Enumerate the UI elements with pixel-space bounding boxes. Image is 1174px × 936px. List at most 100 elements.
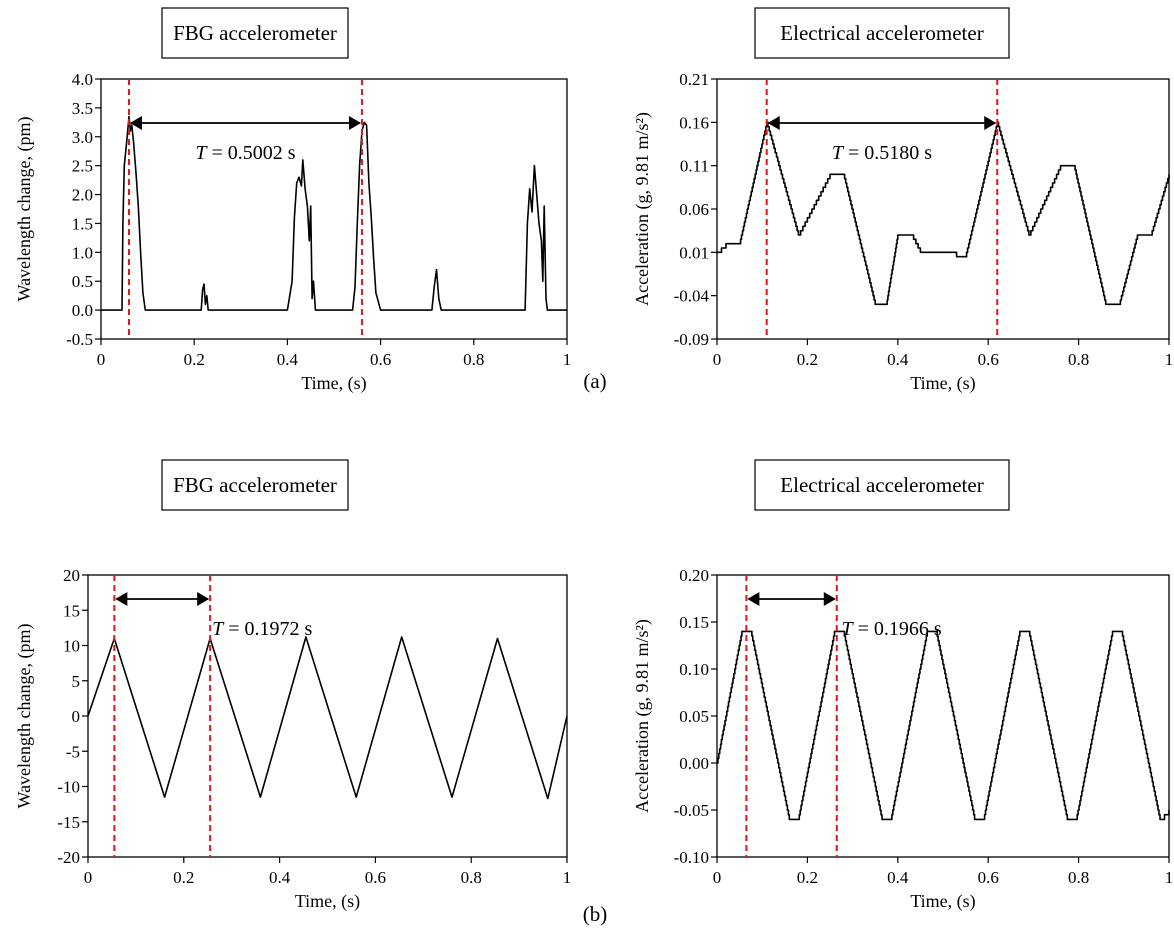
y-tick-label: -15 — [57, 813, 80, 832]
x-tick-label: 0.2 — [797, 868, 818, 887]
y-tick-label: 0.5 — [72, 272, 93, 291]
period-symbol: T — [212, 618, 225, 640]
y-axis-label: Wavelength change, (pm) — [14, 624, 35, 809]
x-tick-label: 1 — [1165, 350, 1174, 369]
period-value: = 0.1972 s — [223, 618, 312, 640]
x-tick-label: 0.4 — [887, 868, 909, 887]
plot-area-frame — [87, 574, 568, 858]
plot-area-frame — [716, 574, 1170, 858]
x-tick-label: 0 — [713, 868, 722, 887]
x-tick-label: 0 — [713, 350, 722, 369]
data-series-line — [717, 121, 1170, 306]
period-annotation: T = 0.1966 s — [841, 618, 941, 640]
y-tick-label: -0.04 — [674, 287, 710, 306]
y-tick-label: 0.05 — [679, 707, 709, 726]
y-tick-label: 20 — [63, 566, 80, 585]
period-value: = 0.5180 s — [843, 142, 932, 164]
chart-title-box — [754, 459, 1010, 511]
y-tick-label: 0.06 — [679, 200, 709, 219]
period-arrowhead-right — [348, 116, 361, 130]
y-tick-label: 15 — [63, 601, 80, 620]
x-tick-label: 0.4 — [277, 350, 299, 369]
period-value: = 0.5002 s — [206, 142, 295, 164]
chart-panel-1: FBG accelerometer -0.5 0.0 0.5 1.0 1.5 2.0 2.5 3… — [14, 7, 572, 394]
period-arrowhead-left — [129, 116, 142, 130]
x-tick-label: 1 — [563, 350, 572, 369]
period-value: = 0.1966 s — [853, 618, 942, 640]
x-tick-label: 0 — [97, 350, 106, 369]
period-symbol: T — [195, 142, 208, 164]
chart-title-box — [161, 7, 349, 59]
y-tick-label: 0.16 — [679, 113, 709, 132]
x-tick-label: 1 — [563, 868, 572, 887]
y-tick-label: 3.0 — [72, 128, 93, 147]
part-label-b: (b) — [583, 902, 608, 926]
y-tick-label: 0.10 — [679, 660, 709, 679]
data-series-line — [717, 630, 1170, 821]
period-arrowhead-left — [747, 592, 760, 606]
chart-panel-3: FBG accelerometer -20 -15 -10 -5 0 5 10 15 20 0 0.2… — [14, 459, 572, 912]
chart-panels: FBG accelerometer -0.5 0.0 0.5 1.0 1.5 2.0 2.5 3… — [14, 7, 1174, 912]
x-tick-label: 0.8 — [463, 350, 484, 369]
x-tick-label: 0 — [84, 868, 93, 887]
chart-title: FBG accelerometer — [173, 21, 337, 45]
y-tick-label: 0.21 — [679, 70, 709, 89]
period-arrowhead-left — [115, 592, 128, 606]
x-tick-label: 0.8 — [1068, 868, 1089, 887]
y-tick-label: 1.5 — [72, 214, 93, 233]
chart-title-box — [754, 7, 1010, 59]
x-tick-label: 0.2 — [797, 350, 818, 369]
x-tick-label: 0.6 — [365, 868, 386, 887]
y-tick-label: 0.01 — [679, 243, 709, 262]
period-symbol: T — [832, 142, 845, 164]
y-tick-label: 10 — [63, 637, 80, 656]
x-tick-label: 0.6 — [978, 350, 999, 369]
y-axis-label: Acceleration (g, 9.81 m/s²) — [632, 619, 653, 813]
y-tick-label: -20 — [57, 848, 80, 867]
y-tick-label: 4.0 — [72, 70, 93, 89]
x-tick-label: 0.4 — [887, 350, 909, 369]
chart-title: FBG accelerometer — [173, 473, 337, 497]
y-axis-label: Acceleration (g, 9.81 m/s²) — [632, 112, 653, 306]
y-tick-label: 0.20 — [679, 566, 709, 585]
y-tick-label: 0.15 — [679, 613, 709, 632]
y-tick-label: -5 — [66, 742, 80, 761]
period-symbol: T — [841, 618, 854, 640]
chart-title: Electrical accelerometer — [780, 473, 983, 497]
y-tick-label: -0.5 — [66, 330, 93, 349]
x-tick-label: 1 — [1165, 868, 1174, 887]
y-tick-label: -0.05 — [674, 801, 709, 820]
x-tick-label: 0.6 — [978, 868, 999, 887]
y-tick-label: -10 — [57, 778, 80, 797]
y-tick-label: 0 — [72, 707, 81, 726]
y-axis-label: Wavelength change, (pm) — [14, 117, 35, 302]
chart-panel-2: Electrical accelerometer -0.09 -0.04 0.01 0.… — [632, 7, 1174, 394]
y-tick-label: 3.5 — [72, 99, 93, 118]
y-tick-label: 2.5 — [72, 157, 93, 176]
x-tick-label: 0.8 — [1068, 350, 1089, 369]
chart-panel-4: Electrical accelerometer -0.10 -0.05 0.00 0.… — [632, 459, 1174, 912]
period-arrowhead-right — [197, 592, 210, 606]
plot-area-frame — [100, 78, 568, 340]
x-axis-label: Time, (s) — [910, 891, 975, 912]
chart-title-box — [161, 459, 349, 511]
period-annotation: T = 0.5002 s — [195, 142, 295, 164]
x-axis-label: Time, (s) — [295, 891, 360, 912]
plot-area-frame — [716, 78, 1170, 340]
x-tick-label: 0.4 — [269, 868, 291, 887]
period-annotation: T = 0.5180 s — [832, 142, 932, 164]
y-tick-label: -0.09 — [674, 330, 709, 349]
x-tick-label: 0.6 — [370, 350, 391, 369]
y-tick-label: 2.0 — [72, 186, 93, 205]
y-tick-label: 1.0 — [72, 243, 93, 262]
period-annotation: T = 0.1972 s — [212, 618, 312, 640]
y-tick-label: 0.00 — [679, 754, 709, 773]
chart-title: Electrical accelerometer — [780, 21, 983, 45]
x-axis-label: Time, (s) — [910, 373, 975, 394]
y-tick-label: 0.11 — [680, 157, 709, 176]
y-tick-label: 0.0 — [72, 301, 93, 320]
period-arrowhead-right — [823, 592, 836, 606]
period-arrowhead-left — [767, 116, 780, 130]
x-tick-label: 0.8 — [461, 868, 482, 887]
